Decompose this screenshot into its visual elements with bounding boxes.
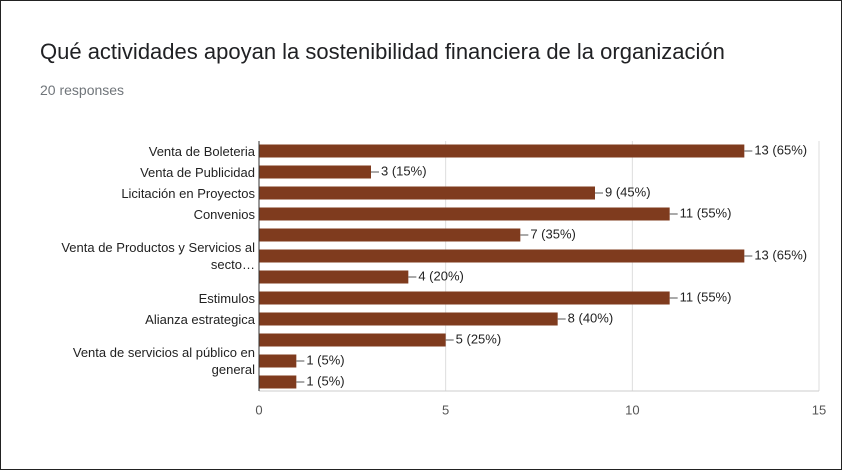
- value-label: 5 (25%): [456, 331, 502, 346]
- x-tick-label: 0: [255, 402, 262, 417]
- bar: [259, 375, 297, 389]
- value-label: 7 (35%): [530, 226, 576, 241]
- chart-title: Qué actividades apoyan la sostenibilidad…: [40, 39, 725, 64]
- category-label: Convenios: [193, 206, 255, 222]
- x-tick-label: 15: [812, 402, 826, 417]
- category-label: Venta de Productos y Servicios al secto…: [61, 240, 255, 272]
- bar: [259, 207, 670, 221]
- value-label: 8 (40%): [568, 310, 614, 325]
- category-label: Alianza estrategica: [145, 311, 255, 327]
- category-label: Licitación en Proyectos: [121, 185, 255, 201]
- value-label: 11 (55%): [680, 205, 732, 220]
- bar: [259, 228, 521, 242]
- value-label: 1 (5%): [306, 373, 344, 388]
- value-label: 11 (55%): [680, 289, 732, 304]
- x-tick-label: 5: [442, 402, 449, 417]
- bar: [259, 291, 670, 305]
- value-label: 4 (20%): [418, 268, 464, 283]
- bar: [259, 144, 745, 158]
- category-label: Venta de servicios al público en general: [72, 345, 255, 377]
- bar: [259, 333, 446, 347]
- bar: [259, 186, 595, 200]
- bar: [259, 354, 297, 368]
- x-tick-label: 10: [625, 402, 639, 417]
- bar: [259, 249, 745, 263]
- bar: [259, 270, 409, 284]
- category-label: Venta de Boleteria: [148, 143, 255, 159]
- value-label: 1 (5%): [306, 352, 344, 367]
- category-label: Venta de Publicidad: [140, 164, 255, 180]
- bar: [259, 312, 558, 326]
- value-label: 13 (65%): [754, 247, 807, 262]
- value-label: 9 (45%): [605, 184, 651, 199]
- chart-subtitle: 20 responses: [40, 82, 125, 98]
- value-label: 13 (65%): [754, 142, 807, 157]
- value-label: 3 (15%): [381, 163, 427, 178]
- category-label: Estimulos: [198, 290, 255, 306]
- bar: [259, 165, 371, 179]
